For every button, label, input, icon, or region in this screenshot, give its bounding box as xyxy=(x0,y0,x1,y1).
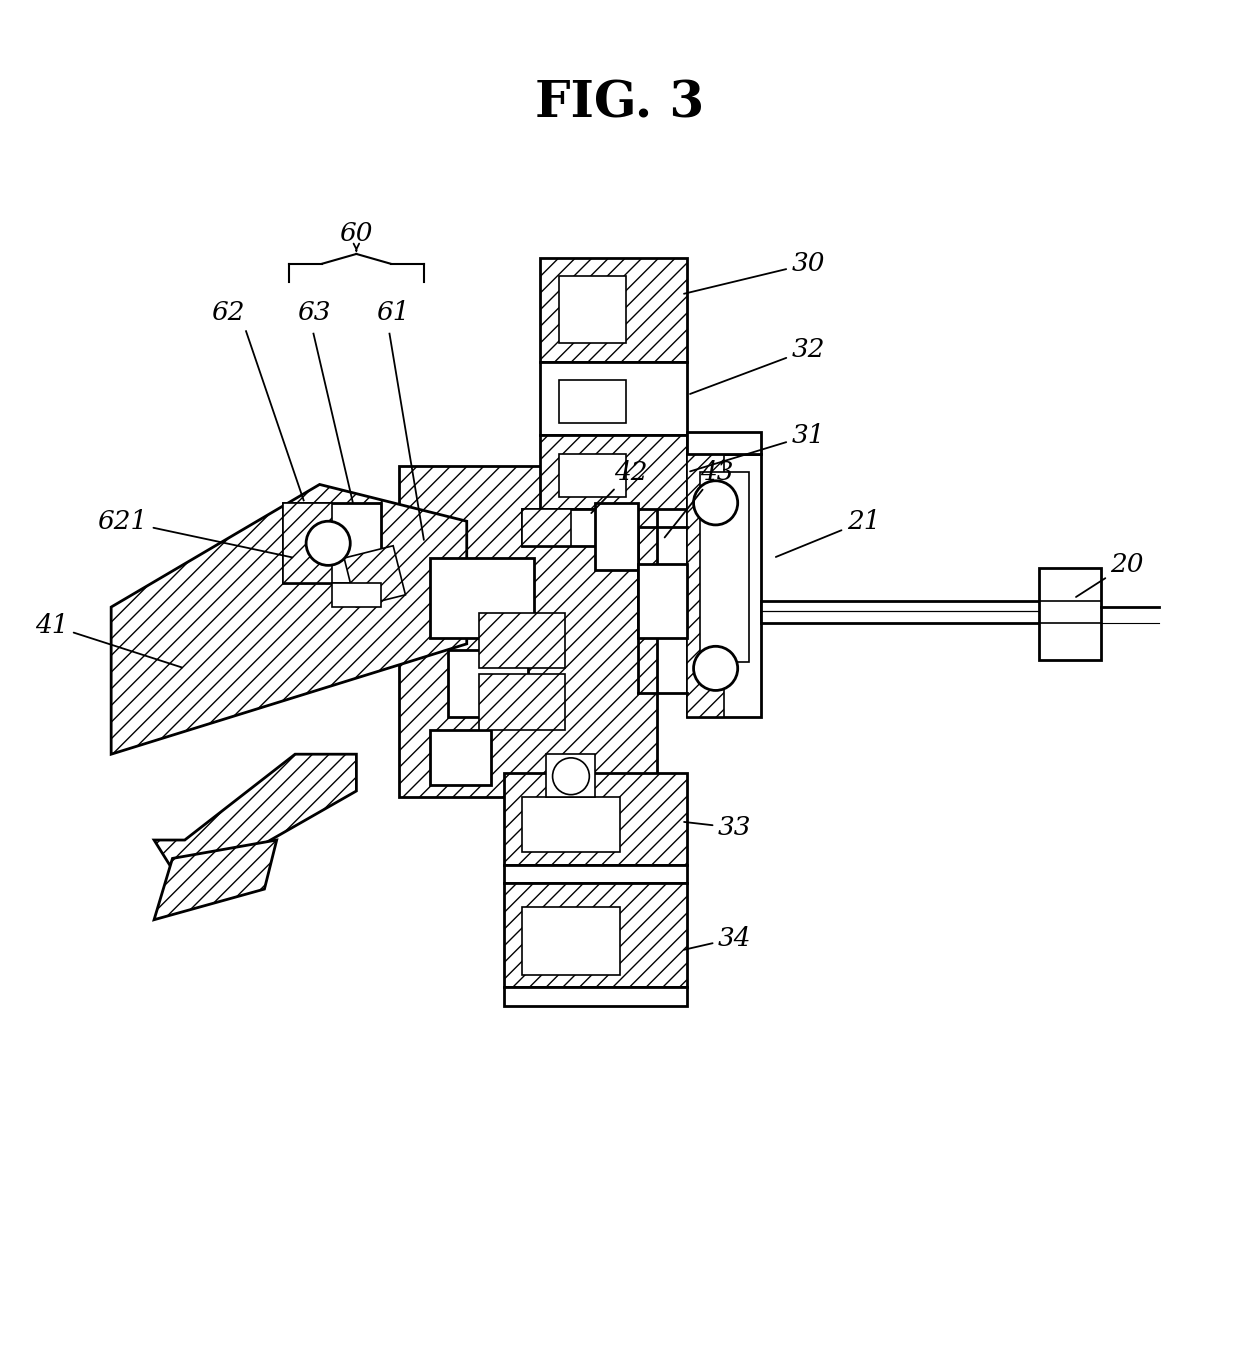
Bar xyxy=(687,432,761,453)
Text: 43: 43 xyxy=(665,460,733,537)
Bar xyxy=(449,650,528,718)
Bar xyxy=(687,453,724,718)
Text: 621: 621 xyxy=(98,509,293,557)
Bar xyxy=(503,884,687,987)
Bar xyxy=(479,674,565,730)
Polygon shape xyxy=(154,754,356,889)
Bar xyxy=(430,730,491,785)
Polygon shape xyxy=(345,546,405,607)
Text: FIG. 3: FIG. 3 xyxy=(536,80,704,130)
Bar xyxy=(522,908,620,975)
Bar xyxy=(639,564,687,638)
Text: 21: 21 xyxy=(776,509,880,557)
Circle shape xyxy=(693,480,738,525)
Text: 20: 20 xyxy=(1076,552,1145,598)
Bar xyxy=(522,509,620,546)
Bar xyxy=(541,362,687,436)
Bar xyxy=(687,453,761,718)
Bar xyxy=(283,503,381,583)
Circle shape xyxy=(693,646,738,691)
Text: 33: 33 xyxy=(684,815,751,840)
Bar xyxy=(699,472,749,662)
Text: 42: 42 xyxy=(591,460,647,513)
Bar xyxy=(559,453,626,496)
Bar xyxy=(541,436,687,509)
Text: 63: 63 xyxy=(296,301,330,325)
Circle shape xyxy=(553,758,589,795)
Bar xyxy=(503,773,687,865)
Bar xyxy=(430,558,534,638)
Polygon shape xyxy=(332,583,381,607)
Bar xyxy=(559,380,626,424)
Bar xyxy=(503,987,687,1005)
Text: 32: 32 xyxy=(689,337,825,394)
Bar xyxy=(595,503,639,571)
Bar xyxy=(503,865,687,884)
Text: 62: 62 xyxy=(211,301,244,325)
Bar xyxy=(1039,568,1101,660)
Text: 30: 30 xyxy=(684,251,825,294)
Text: 31: 31 xyxy=(691,422,825,471)
Polygon shape xyxy=(112,484,466,754)
Text: 61: 61 xyxy=(377,301,410,325)
Bar xyxy=(522,797,620,853)
Text: 60: 60 xyxy=(340,221,373,246)
Bar xyxy=(761,600,1043,623)
Circle shape xyxy=(306,521,350,565)
Bar xyxy=(522,509,570,546)
Text: 34: 34 xyxy=(684,925,751,951)
Bar xyxy=(399,465,657,797)
Bar xyxy=(283,503,332,583)
Bar xyxy=(541,258,687,362)
Bar xyxy=(559,277,626,344)
Polygon shape xyxy=(154,840,277,920)
Bar xyxy=(479,614,565,668)
Text: 41: 41 xyxy=(35,612,182,668)
Bar xyxy=(547,754,595,797)
